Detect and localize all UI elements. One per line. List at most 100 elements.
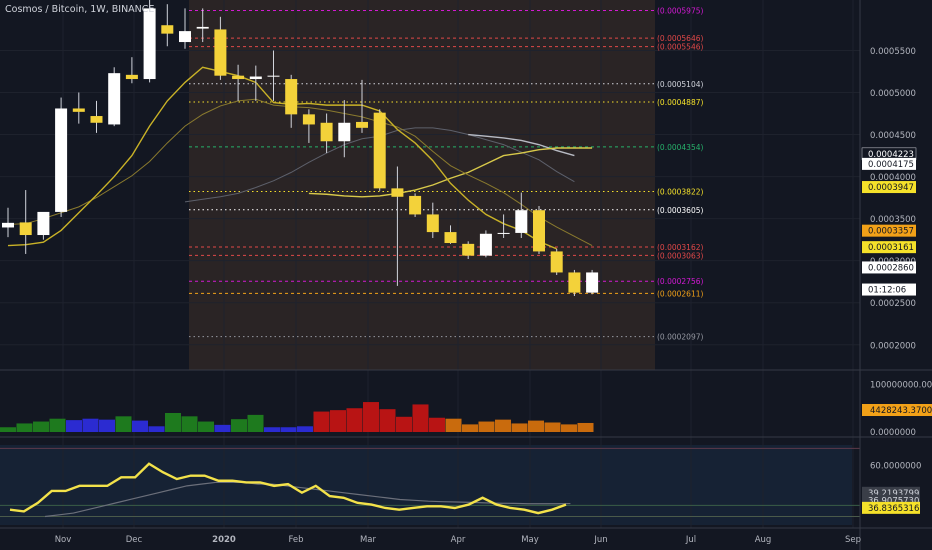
volume-bar bbox=[16, 423, 33, 432]
candle-body bbox=[302, 114, 315, 125]
volume-bar bbox=[561, 424, 577, 432]
volume-bars bbox=[0, 402, 594, 432]
volume-bar bbox=[148, 426, 165, 432]
price-badge-label: 0.0003161 bbox=[868, 243, 914, 253]
price-tick-label: 0.0002000 bbox=[870, 341, 916, 351]
volume-bar bbox=[181, 416, 198, 432]
price-tick-label: 0.0004500 bbox=[870, 131, 916, 141]
volume-bar bbox=[445, 418, 462, 432]
volume-bar bbox=[82, 418, 99, 432]
candle-body bbox=[568, 272, 581, 293]
price-tick-label: 0.0005000 bbox=[870, 89, 916, 99]
price-tick-label: 0.0005500 bbox=[870, 47, 916, 57]
volume-bar bbox=[346, 408, 363, 432]
candle-body bbox=[55, 108, 68, 212]
price-tick-label: 0.0002500 bbox=[870, 299, 916, 309]
time-tick-label: Feb bbox=[288, 535, 303, 545]
volume-bar bbox=[363, 402, 379, 432]
candlestick-series bbox=[2, 0, 599, 296]
candle-body bbox=[2, 222, 14, 228]
price-badge bbox=[862, 261, 916, 274]
price-level-label: (0.0004354) bbox=[657, 143, 703, 152]
time-tick-label: Aug bbox=[755, 535, 772, 545]
candle-body bbox=[515, 210, 528, 233]
chart-title: Cosmos / Bitcoin, 1W, BINANCE bbox=[5, 4, 155, 15]
candle-body bbox=[338, 122, 351, 142]
rsi-badge-label: 36.8365316 bbox=[868, 504, 919, 514]
grid-lines bbox=[0, 0, 860, 528]
volume-bar bbox=[495, 419, 511, 432]
volume-bar bbox=[99, 419, 115, 432]
volume-bar bbox=[396, 416, 412, 432]
price-badge bbox=[862, 181, 916, 194]
candle-body bbox=[232, 75, 245, 80]
price-level-label: (0.0002611) bbox=[657, 289, 703, 298]
time-tick-label: Jun bbox=[593, 535, 607, 545]
rsi-background-band bbox=[0, 445, 852, 525]
price-badge-label: 0.0003357 bbox=[868, 227, 914, 237]
price-level-label: (0.0003063) bbox=[657, 251, 703, 260]
volume-bar bbox=[231, 419, 247, 432]
volume-bar bbox=[462, 424, 478, 432]
rsi-badge-label: 36.9075730 bbox=[868, 497, 919, 507]
rsi-tick-label: 60.0000000 bbox=[870, 461, 921, 471]
candle-body bbox=[444, 232, 457, 244]
volume-bar bbox=[115, 416, 132, 432]
price-badge-label: 0.0003947 bbox=[868, 183, 914, 193]
price-badge-label: 0.0004175 bbox=[868, 160, 914, 170]
price-level-label: (0.0005546) bbox=[657, 43, 703, 52]
rsi-badge-label: 39.2193799 bbox=[868, 489, 919, 499]
volume-badge-label: 4428243.3700000 bbox=[870, 406, 932, 416]
volume-bar bbox=[49, 418, 66, 432]
volume-bar bbox=[478, 421, 495, 432]
candle-body bbox=[108, 73, 121, 125]
ma-yellow-line bbox=[308, 147, 593, 198]
volume-tick-label: 100000000.0000000 bbox=[870, 380, 932, 390]
rsi-pane bbox=[0, 447, 860, 518]
volume-bar bbox=[313, 411, 330, 432]
candle-body bbox=[320, 122, 333, 142]
price-level-label: (0.0005104) bbox=[657, 80, 703, 89]
candle-body bbox=[196, 26, 209, 29]
candle-body bbox=[373, 112, 386, 189]
volume-bar bbox=[412, 404, 429, 432]
candle-body bbox=[285, 79, 298, 115]
date-range-highlight bbox=[189, 0, 655, 370]
price-badge-label: 01:12:06 bbox=[868, 286, 906, 296]
candle-body bbox=[497, 232, 510, 234]
ma-medium-line bbox=[7, 98, 593, 246]
volume-bar bbox=[528, 420, 544, 432]
volume-bar bbox=[429, 417, 445, 432]
candle-body bbox=[179, 31, 191, 43]
volume-bar bbox=[511, 423, 528, 432]
price-badge-label: 0.0004223 bbox=[868, 150, 914, 160]
price-level-label: (0.0004887) bbox=[657, 98, 703, 107]
candle-body bbox=[479, 233, 492, 256]
candle-body bbox=[462, 243, 475, 256]
candle-body bbox=[586, 272, 599, 293]
price-level-label: (0.0005646) bbox=[657, 34, 703, 43]
price-level-label: (0.0003605) bbox=[657, 206, 703, 215]
candle-body bbox=[533, 210, 545, 252]
volume-bar bbox=[247, 414, 264, 432]
price-badge bbox=[862, 283, 916, 296]
rsi-badge bbox=[862, 501, 920, 514]
candle-body bbox=[19, 222, 32, 236]
volume-bar bbox=[214, 424, 231, 432]
volume-bar bbox=[297, 426, 313, 432]
time-tick-label: Apr bbox=[451, 535, 466, 545]
volume-bar bbox=[0, 427, 16, 432]
time-tick-label: Mar bbox=[360, 535, 377, 545]
volume-badge bbox=[862, 404, 932, 416]
volume-bar bbox=[132, 420, 148, 432]
price-tick-label: 0.0004000 bbox=[870, 173, 916, 183]
time-tick-label: 2020 bbox=[212, 535, 236, 545]
candle-body bbox=[72, 108, 85, 112]
volume-bar bbox=[379, 409, 396, 432]
price-level-label: (0.0003822) bbox=[657, 188, 703, 197]
price-level-label: (0.0002756) bbox=[657, 277, 703, 286]
volume-tick-label: 0.0000000 bbox=[870, 428, 916, 438]
price-level-label: (0.0005975) bbox=[657, 7, 703, 16]
volume-bar bbox=[577, 422, 594, 432]
